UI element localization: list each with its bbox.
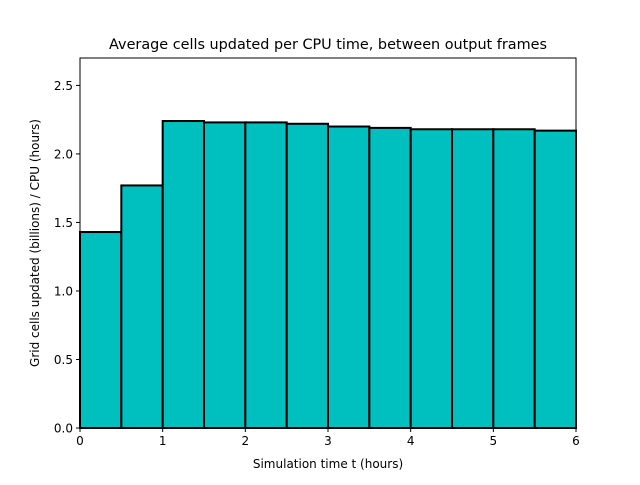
bar <box>451 128 495 430</box>
y-tick-label: 2.0 <box>54 147 73 161</box>
x-axis-ticks: 0 1 2 3 4 5 6 <box>76 428 580 448</box>
x-tick-label: 1 <box>159 434 167 448</box>
y-axis-ticks: 0.0 0.5 1.0 1.5 2.0 2.5 <box>54 79 80 436</box>
bar <box>327 125 371 429</box>
y-tick-label: 0.5 <box>54 353 73 367</box>
y-axis-label: Grid cells updated (billions) / CPU (hou… <box>28 119 42 367</box>
bar <box>161 120 206 429</box>
bars-group <box>79 120 578 430</box>
bar <box>120 184 164 429</box>
bar <box>285 122 329 430</box>
bar <box>368 126 412 429</box>
bar <box>79 231 123 429</box>
x-tick-label: 3 <box>324 434 332 448</box>
x-tick-label: 6 <box>572 434 580 448</box>
y-tick-label: 0.0 <box>54 422 73 436</box>
y-tick-label: 2.5 <box>54 79 73 93</box>
x-tick-label: 2 <box>242 434 250 448</box>
bar <box>244 121 288 429</box>
x-tick-label: 4 <box>407 434 415 448</box>
y-tick-label: 1.0 <box>54 284 73 298</box>
x-tick-label: 0 <box>76 434 84 448</box>
bar <box>533 129 578 429</box>
x-axis-label: Simulation time t (hours) <box>253 457 403 471</box>
bar <box>409 128 453 430</box>
x-tick-label: 5 <box>490 434 498 448</box>
bar <box>203 121 247 429</box>
bar <box>492 128 536 430</box>
y-tick-label: 1.5 <box>54 216 73 230</box>
chart-title: Average cells updated per CPU time, betw… <box>109 37 547 53</box>
